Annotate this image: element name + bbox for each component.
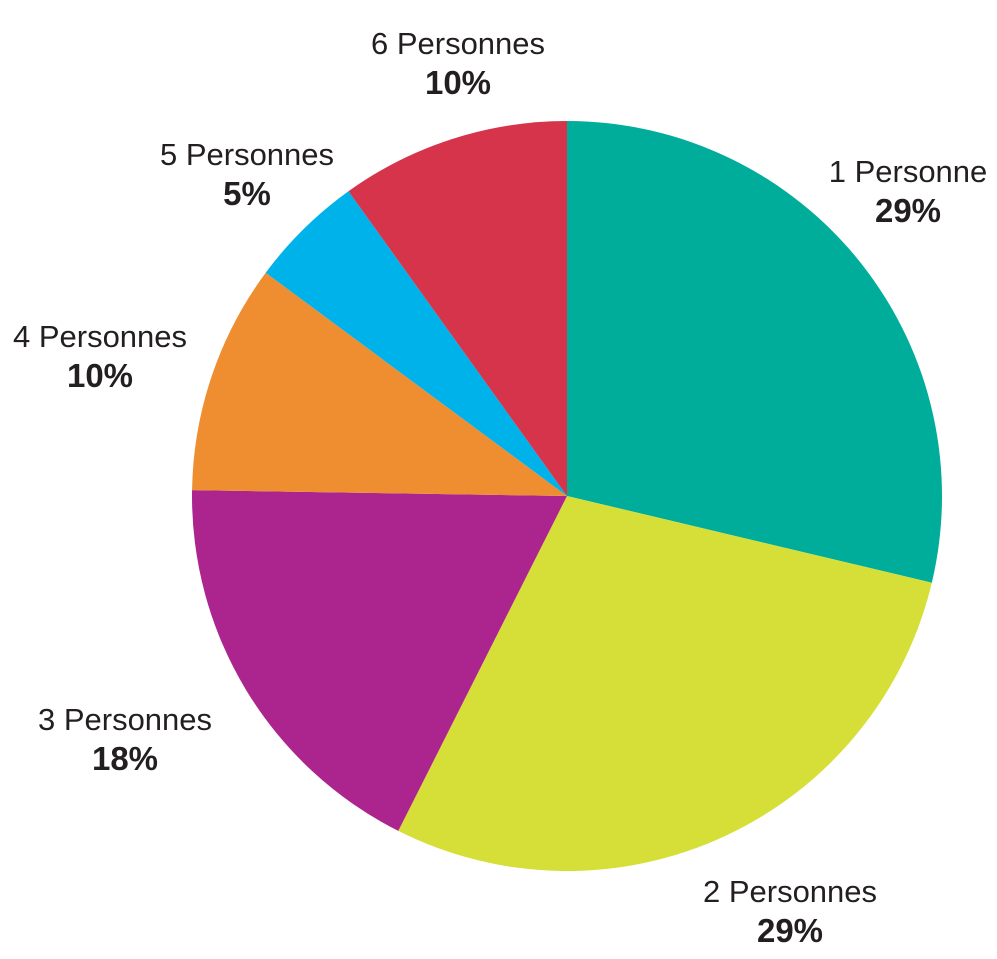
slice-value-4-personnes: 10% (67, 357, 133, 394)
pie-slice-5-personnes (265, 191, 567, 496)
slice-label-3-personnes: 3 Personnes (38, 702, 212, 737)
pie-labels: 1 Personne 29% 2 Personnes 29% 3 Personn… (13, 26, 987, 949)
pie-slice-2-personnes (398, 496, 932, 872)
pie-slice-4-personnes (192, 272, 568, 496)
pie-slice-6-personnes (348, 121, 567, 496)
pie-slice-3-personnes (192, 490, 567, 831)
slice-value-1-personne: 29% (875, 192, 941, 229)
slice-label-6-personnes: 6 Personnes (371, 26, 545, 61)
slice-label-4-personnes: 4 Personnes (13, 319, 187, 354)
slice-value-2-personnes: 29% (757, 912, 823, 949)
pie-slice-1-personne (567, 121, 942, 583)
slice-value-3-personnes: 18% (92, 740, 158, 777)
slice-label-2-personnes: 2 Personnes (703, 874, 877, 909)
slice-label-1-personne: 1 Personne (829, 154, 988, 189)
slice-label-5-personnes: 5 Personnes (160, 137, 334, 172)
slice-value-5-personnes: 5% (223, 175, 271, 212)
pie-slices (192, 121, 942, 872)
slice-value-6-personnes: 10% (425, 64, 491, 101)
